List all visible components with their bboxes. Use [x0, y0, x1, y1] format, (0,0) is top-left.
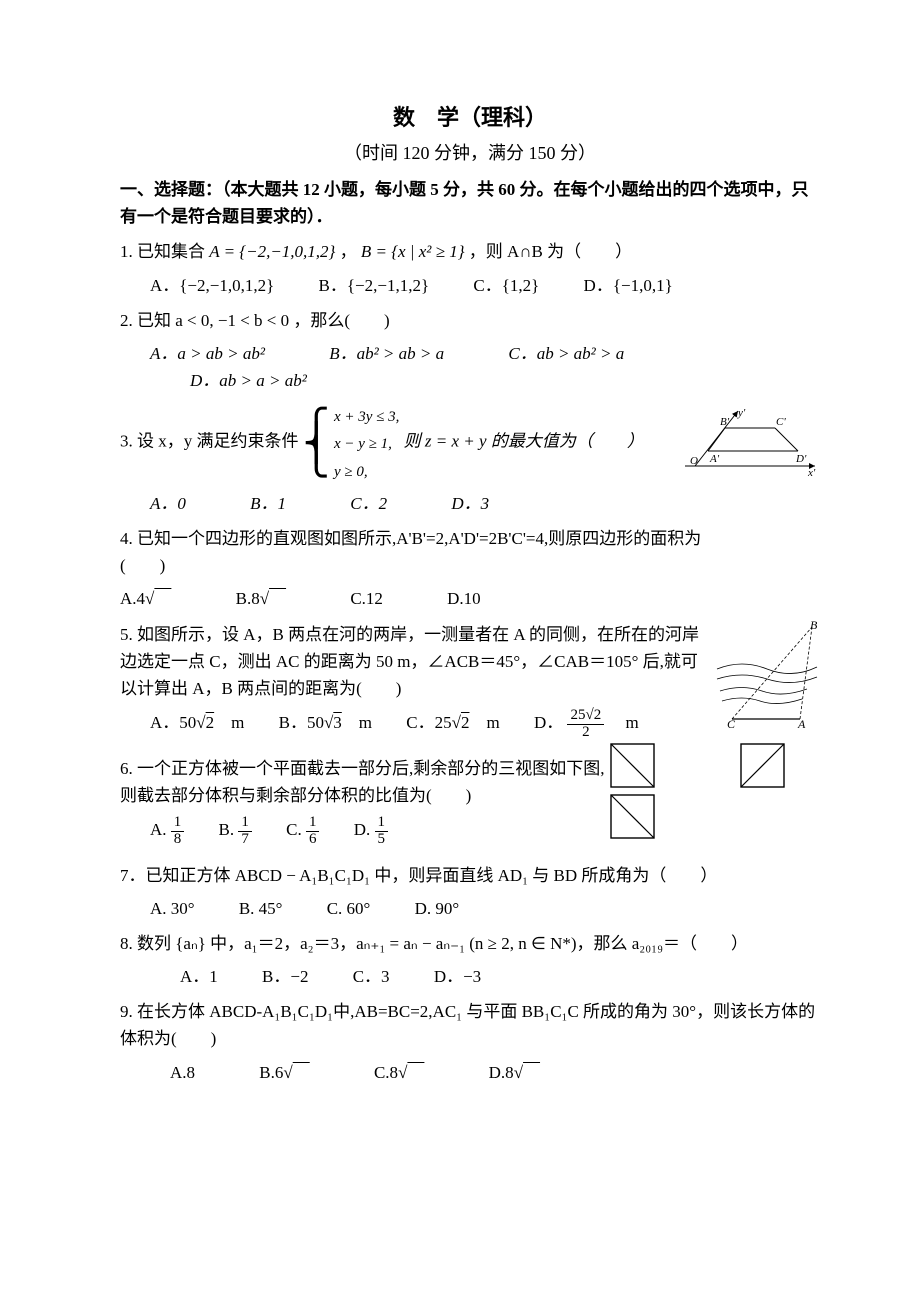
question-2: 2. 已知 a < 0, −1 < b < 0 ，那么( )	[120, 307, 820, 334]
q1-setA: A = {−2,−1,0,1,2}	[209, 242, 335, 261]
question-7: 7．已知正方体 ABCD − A₁B₁C₁D₁ 中，则异面直线 AD₁ 与 BD…	[120, 862, 820, 889]
sqrt-icon	[283, 1063, 292, 1082]
q1-after: ，则 A∩B 为（ ）	[469, 242, 632, 261]
q5-opt-d: D． 25√22 m	[534, 708, 639, 741]
q8-opt-a: A．1	[180, 963, 218, 990]
sqrt-icon	[260, 589, 269, 608]
q3-pre: 3. 设 x，y 满足约束条件	[120, 432, 299, 451]
q3-post: 则 z = x + y 的最大值为（ ）	[404, 432, 644, 451]
q1-opt-d: D．{−1,0,1}	[584, 272, 673, 299]
q2-opt-b: B．ab² > ab > a	[329, 340, 444, 367]
q1-setB: B = {x | x² ≥ 1}	[361, 242, 465, 261]
q6-text: 6. 一个正方体被一个平面截去一部分后,剩余部分的三视图如下图,则截去部分体积与…	[120, 759, 605, 805]
q9-options: A.8 B.6 C.8 D.8	[170, 1059, 820, 1086]
q9-opt-b: B.6	[259, 1059, 309, 1086]
q5-opt-c: C．252 m	[406, 709, 499, 736]
q1-options: A．{−2,−1,0,1,2} B．{−2,−1,1,2} C．{1,2} D．…	[150, 272, 820, 299]
q3-options: A．0 B．1 C．2 D．3	[150, 490, 820, 517]
q3-sys1: x + 3y ≤ 3,	[334, 409, 399, 425]
question-3: 3. 设 x，y 满足约束条件 ⎧⎨⎩ x + 3y ≤ 3, x − y ≥ …	[120, 402, 820, 484]
question-8: 8. 数列 {aₙ} 中，a₁＝2，a₂＝3，aₙ₊₁ = aₙ − aₙ₋₁ …	[120, 930, 820, 957]
q1-opt-b: B．{−2,−1,1,2}	[319, 272, 430, 299]
q6-opt-a: A. 18	[150, 815, 184, 848]
q5-opt-b: B．503 m	[279, 709, 372, 736]
section-header: 一、选择题：（本大题共 12 小题，每小题 5 分，共 60 分。在每个小题给出…	[120, 176, 820, 230]
q3-system: x + 3y ≤ 3, x − y ≥ 1, y ≥ 0,	[334, 402, 399, 484]
sqrt-icon	[514, 1063, 523, 1082]
q2-opt-d: D．ab > a > ab²	[190, 371, 307, 390]
q8-text: 8. 数列 {aₙ} 中，a₁＝2，a₂＝3，aₙ₊₁ = aₙ − aₙ₋₁ …	[120, 934, 748, 953]
q9-opt-d: D.8	[489, 1059, 540, 1086]
q6-options: A. 18 B. 17 C. 16 D. 15	[150, 815, 820, 848]
question-6: 6. 一个正方体被一个平面截去一部分后,剩余部分的三视图如下图,则截去部分体积与…	[120, 755, 680, 809]
q2-opt-a: A．a > ab > ab²	[150, 340, 265, 367]
q3-opt-d: D．3	[451, 490, 489, 517]
q8-options: A．1 B．−2 C．3 D．−3	[180, 963, 820, 990]
q4-opt-d: D.10	[447, 585, 481, 612]
q2-options: A．a > ab > ab² B．ab² > ab > a C．ab > ab²…	[150, 340, 820, 394]
q3-opt-a: A．0	[150, 490, 186, 517]
view-icon	[740, 743, 785, 788]
sqrt-icon	[324, 713, 333, 732]
q8-opt-d: D．−3	[434, 963, 481, 990]
svg-text:C: C	[727, 717, 736, 729]
q1-mid: ，	[340, 242, 357, 261]
q1-text-pre: 1. 已知集合	[120, 242, 209, 261]
svg-text:A: A	[797, 717, 806, 729]
question-9: 9. 在长方体 ABCD-A₁B₁C₁D₁中,AB=BC=2,AC₁ 与平面 B…	[120, 998, 820, 1052]
q5-text: 5. 如图所示，设 A，B 两点在河的两岸，一测量者在 A 的同侧，在所在的河岸…	[120, 625, 699, 698]
q2-text: 2. 已知 a < 0, −1 < b < 0 ，那么( )	[120, 311, 390, 330]
q3-opt-b: B．1	[250, 490, 286, 517]
q6-opt-d: D. 15	[354, 815, 388, 848]
sqrt-icon	[145, 589, 154, 608]
q3-sys3: y ≥ 0,	[334, 464, 368, 480]
q4-line1: 4. 已知一个四边形的直观图如图所示,A'B'=2,A'D'=2B'C'=4,则…	[120, 529, 701, 548]
q4-options: A.4 B.8 C.12 D.10	[120, 585, 820, 612]
sqrt-icon	[398, 1063, 407, 1082]
q7-text: 7．已知正方体 ABCD − A₁B₁C₁D₁ 中，则异面直线 AD₁ 与 BD…	[120, 866, 717, 885]
q4-opt-a: A.4	[120, 585, 171, 612]
page-title: 数 学（理科）	[120, 100, 820, 135]
q7-options: A. 30° B. 45° C. 60° D. 90°	[150, 895, 820, 922]
sqrt-icon	[452, 713, 461, 732]
q9-text: 9. 在长方体 ABCD-A₁B₁C₁D₁中,AB=BC=2,AC₁ 与平面 B…	[120, 1002, 815, 1048]
question-1: 1. 已知集合 A = {−2,−1,0,1,2} ， B = {x | x² …	[120, 238, 820, 265]
question-4: 4. 已知一个四边形的直观图如图所示,A'B'=2,A'D'=2B'C'=4,则…	[120, 525, 820, 579]
q7-opt-d: D. 90°	[415, 895, 460, 922]
q4-opt-b: B.8	[236, 585, 286, 612]
q6-opt-c: C. 16	[286, 815, 319, 848]
q7-opt-b: B. 45°	[239, 895, 283, 922]
page-subtitle: （时间 120 分钟，满分 150 分）	[120, 139, 820, 168]
q4-opt-c: C.12	[350, 585, 383, 612]
svg-text:B: B	[810, 619, 818, 632]
q1-opt-a: A．{−2,−1,0,1,2}	[150, 272, 274, 299]
q3-opt-c: C．2	[350, 490, 387, 517]
brace-icon: ⎧⎨⎩	[303, 421, 330, 464]
q5-figure: C A B	[712, 619, 820, 729]
q1-opt-c: C．{1,2}	[473, 272, 539, 299]
q6-figure	[740, 743, 820, 794]
q3-sys2: x − y ≥ 1,	[334, 436, 392, 452]
q6-opt-b: B. 17	[219, 815, 252, 848]
q7-opt-a: A. 30°	[150, 895, 195, 922]
q9-opt-c: C.8	[374, 1059, 424, 1086]
q4-line2: ( )	[120, 556, 165, 575]
q5-opt-a: A．502 m	[150, 709, 244, 736]
q8-opt-c: C．3	[353, 963, 390, 990]
q7-opt-c: C. 60°	[327, 895, 371, 922]
question-5: 5. 如图所示，设 A，B 两点在河的两岸，一测量者在 A 的同侧，在所在的河岸…	[120, 621, 700, 703]
q2-opt-c: C．ab > ab² > a	[508, 340, 624, 367]
q9-opt-a: A.8	[170, 1059, 195, 1086]
q8-opt-b: B．−2	[262, 963, 308, 990]
sqrt-icon	[196, 713, 205, 732]
